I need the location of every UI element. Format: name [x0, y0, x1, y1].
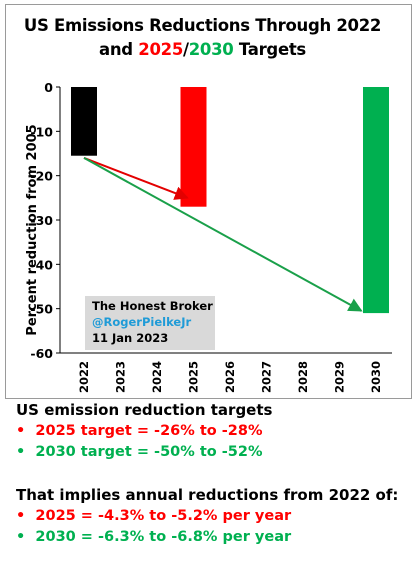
x-tick-label: 2027	[260, 361, 274, 393]
y-tick-label: -30	[30, 213, 53, 228]
attribution-name: The Honest Broker	[92, 299, 213, 313]
x-tick-label: 2029	[333, 361, 347, 393]
bullet: •	[16, 529, 26, 545]
implied-2025-item: • 2025 = -4.3% to -5.2% per year	[16, 506, 414, 527]
trend-arrow-2030	[83, 157, 363, 312]
bullet: •	[16, 444, 26, 460]
title-prefix: and	[99, 40, 139, 59]
targets-heading: US emission reduction targets	[16, 401, 273, 419]
x-tick-label: 2024	[150, 361, 164, 393]
implied-heading: That implies annual reductions from 2022…	[16, 486, 399, 504]
target-2030-text: 2030 target = -50% to -52%	[35, 444, 263, 460]
implied-2030-text: 2030 = -6.3% to -6.8% per year	[35, 529, 292, 545]
y-tick-label: -10	[30, 124, 53, 139]
bar-2022	[71, 87, 97, 156]
bar-2030	[363, 87, 389, 314]
target-2025-item: • 2025 target = -26% to -28%	[16, 421, 414, 442]
attribution-box: The Honest Broker @RogerPielkeJr 11 Jan …	[85, 296, 215, 350]
target-2030-item: • 2030 target = -50% to -52%	[16, 442, 414, 463]
y-tick-label: -20	[30, 169, 53, 184]
bullet: •	[16, 508, 26, 524]
title-separator: /	[183, 40, 189, 59]
chart-title: US Emissions Reductions Through 2022 and…	[0, 14, 405, 62]
y-tick-label: -40	[30, 257, 53, 272]
summary-text: US emission reduction targets • 2025 tar…	[16, 400, 414, 548]
implied-2025-text: 2025 = -4.3% to -5.2% per year	[35, 508, 292, 524]
x-tick-label: 2028	[296, 361, 310, 393]
bullet: •	[16, 423, 26, 439]
title-line-1: US Emissions Reductions Through 2022	[23, 16, 382, 35]
y-tick-label: -60	[30, 346, 53, 361]
attribution-handle: @RogerPielkeJr	[92, 315, 192, 329]
target-2025-text: 2025 target = -26% to -28%	[35, 423, 263, 439]
implied-2030-item: • 2030 = -6.3% to -6.8% per year	[16, 527, 414, 548]
title-year-2030: 2030	[188, 40, 234, 59]
bar-chart: 0 -10 -20 -30 -40 -50 -60 2022 2023 2024 2025 2026 2…	[25, 80, 392, 393]
trend-arrow-2025	[83, 157, 189, 200]
y-tick-label: 0	[44, 80, 53, 95]
title-year-2025: 2025	[138, 40, 184, 59]
y-axis-label: Percent reduction from 2005	[25, 124, 40, 335]
title-suffix: Targets	[233, 40, 306, 59]
attribution-date: 11 Jan 2023	[92, 331, 169, 345]
y-tick-label: -50	[30, 302, 53, 317]
x-tick-label: 2025	[187, 361, 201, 393]
title-line-2: and 2025/2030 Targets	[0, 38, 405, 62]
x-tick-label: 2022	[77, 361, 91, 393]
x-tick-label: 2026	[223, 361, 237, 393]
x-tick-label: 2023	[114, 361, 128, 393]
x-tick-label: 2030	[369, 361, 383, 393]
bar-2025	[180, 87, 207, 207]
